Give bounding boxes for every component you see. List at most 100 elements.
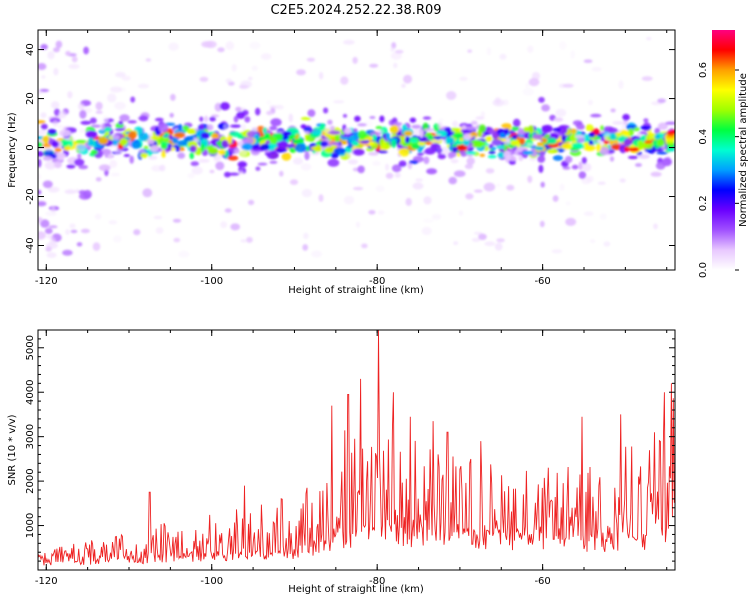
heatmap-cell [475,116,485,120]
heatmap-cell [288,134,297,139]
heatmap-cell [177,152,186,159]
heatmap-cell [40,123,48,130]
heatmap-cell [423,196,432,205]
heatmap-cell [46,242,58,249]
heatmap-cell [273,130,285,134]
heatmap-cell [98,136,109,145]
heatmap-cell [138,132,150,142]
heatmap-cell [294,143,307,153]
heatmap-cell [53,67,59,76]
heatmap-cell [323,107,329,114]
heatmap-cell [353,186,364,191]
heatmap-cell [220,221,228,229]
heatmap-cell [565,201,571,206]
heatmap-cell [292,138,304,145]
heatmap-cell [278,140,288,147]
heatmap-cell [599,213,607,220]
heatmap-cell [38,158,42,168]
heatmap-cell [346,151,351,158]
heatmap-cell [484,241,496,246]
heatmap-cell [394,172,401,178]
heatmap-cell [459,76,468,81]
heatmap-cell [281,152,292,161]
heatmap-cell [101,148,112,156]
heatmap-cell [564,155,573,164]
heatmap-cell [415,178,424,182]
heatmap-cell [38,231,46,240]
heatmap-cell [38,173,42,180]
heatmap-cell [424,141,433,145]
heatmap-cell [487,155,497,159]
heatmap-cell [408,160,419,165]
heatmap-cell [169,112,174,118]
heatmap-cell [227,155,239,161]
heatmap-cell [527,175,533,183]
heatmap-cell [174,132,186,139]
heatmap-cell [633,127,640,132]
heatmap-cell [426,168,438,175]
heatmap-cell [172,218,182,223]
heatmap-cell [646,37,652,41]
heatmap-cell [419,129,424,138]
heatmap-cell [223,123,228,130]
heatmap-cell [200,143,205,152]
spectrogram-ticks: -120 -100 -80 -60 40 20 0 -20 -40 [25,30,675,287]
heatmap-cell [452,132,464,139]
heatmap-cell [231,64,237,72]
heatmap-cell [590,113,602,118]
heatmap-cell [392,122,403,126]
heatmap-cell [306,57,315,62]
heatmap-cell [497,151,506,159]
heatmap-cell [242,137,254,145]
colorbar-tick-label: 0.0 [698,262,709,278]
heatmap-cell [343,195,355,205]
snr-ytick-label: 1000 [25,513,36,538]
heatmap-cell [304,151,310,161]
heatmap-cell [241,123,246,132]
heatmap-cell [561,142,573,150]
heatmap-cell [47,128,57,135]
heatmap-cell [108,134,120,141]
heatmap-cell [92,242,101,251]
heatmap-cell [38,63,47,70]
heatmap-cell [148,155,158,160]
heatmap-cell [559,41,567,50]
heatmap-cell [466,157,475,166]
heatmap-cell [75,139,87,144]
heatmap-cell [235,106,242,112]
heatmap-cell [293,157,303,165]
heatmap-cell [393,62,398,69]
heatmap-cell [525,83,530,88]
heatmap-cell [610,108,616,113]
heatmap-cell [88,137,94,146]
heatmap-cell [541,125,552,133]
heatmap-cell [492,99,505,107]
heatmap-cell [95,110,103,114]
heatmap-cell [410,138,418,143]
heatmap-cell [52,120,59,127]
snr-ytick-label: 3000 [25,424,36,449]
heatmap-cell [656,138,665,147]
heatmap-cell [179,147,185,152]
heatmap-cell [330,141,341,146]
heatmap-cell [577,137,585,143]
heatmap-cell [160,144,168,150]
heatmap-cell [119,138,128,146]
heatmap-cell [459,137,465,142]
heatmap-cell [665,121,675,125]
heatmap-cell [176,140,188,146]
heatmap-cell [78,164,88,170]
heatmap-cell [609,156,615,162]
heatmap-cell [158,123,169,133]
heatmap-cell [48,225,58,229]
heatmap-cell [109,159,118,169]
heatmap-cell [597,181,606,185]
heatmap-cell [100,122,105,132]
heatmap-cell [437,146,442,155]
heatmap-cell [217,47,225,53]
heatmap-cell [161,149,166,158]
heatmap-cell [233,115,239,123]
heatmap-cell [59,129,71,137]
spectrogram-ytick-label: 0 [25,144,36,150]
snr-xtick-label: -100 [200,576,223,587]
